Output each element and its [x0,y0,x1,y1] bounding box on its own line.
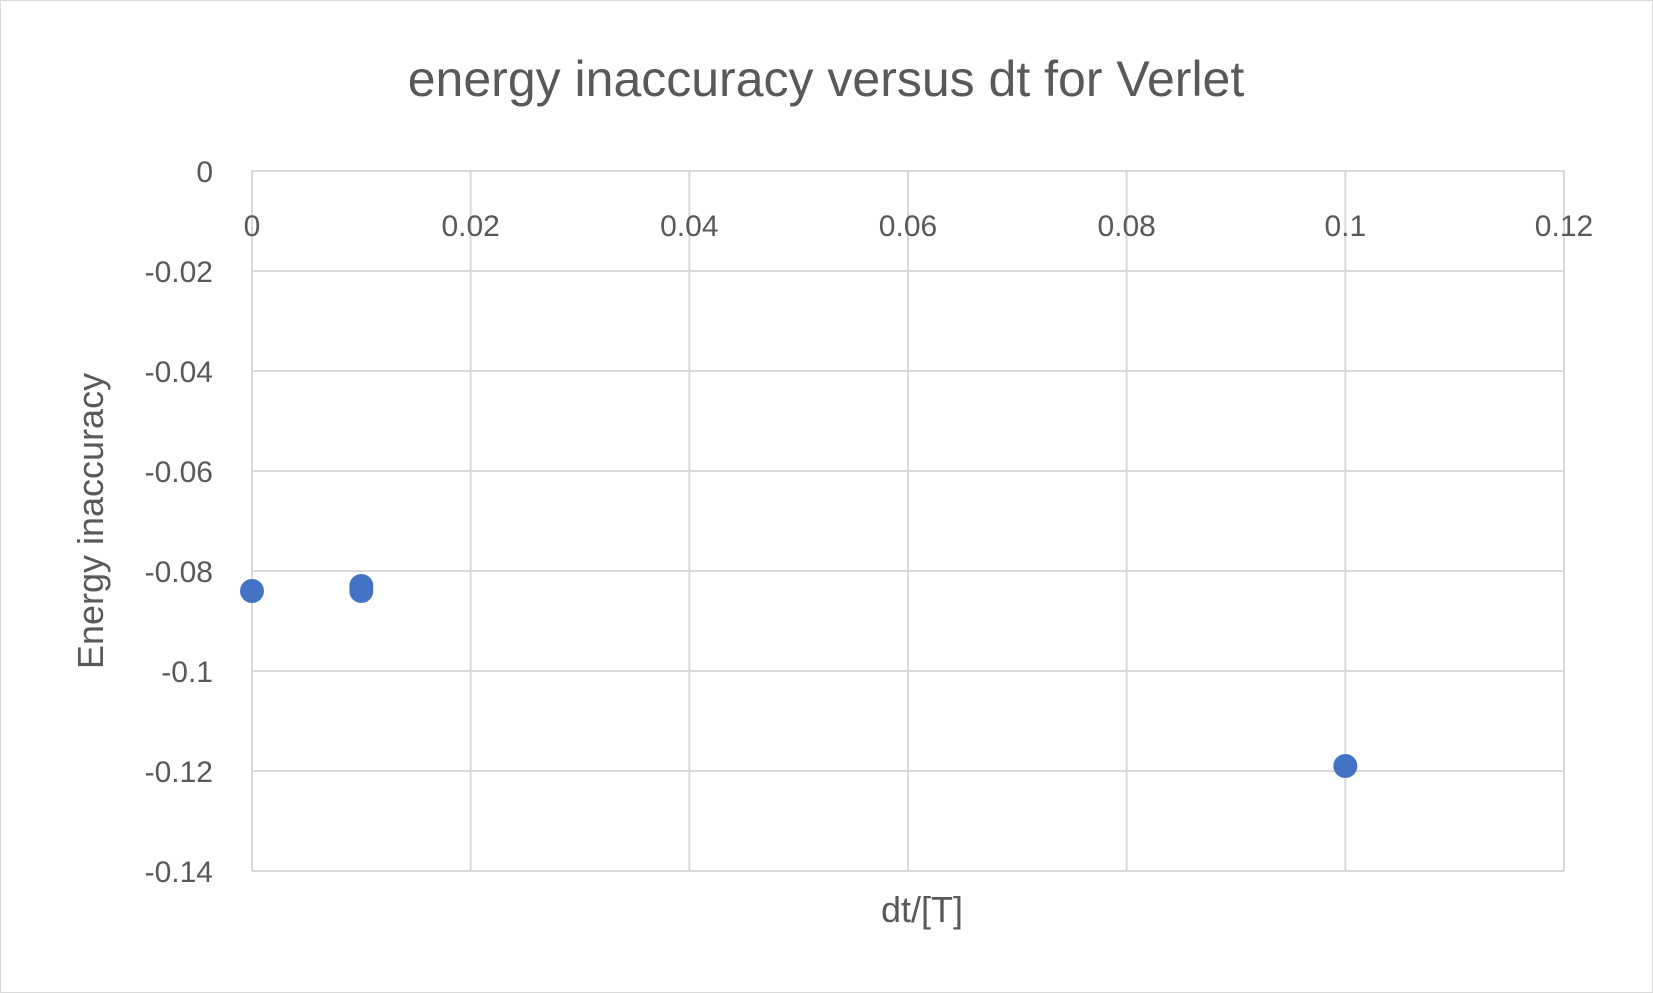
y-tick-label: -0.14 [145,856,213,889]
data-points [240,574,1358,778]
x-tick-label: 0.12 [1535,210,1593,243]
x-axis-title: dt/[T] [881,889,963,930]
y-tick-label: -0.1 [161,656,213,689]
x-axis-ticks: 0 0.02 0.04 0.06 0.08 0.1 0.12 [244,210,1594,243]
gridlines [251,170,1565,872]
x-tick-label: 0 [244,210,261,243]
x-tick-label: 0.06 [879,210,937,243]
y-tick-label: -0.12 [145,756,213,789]
data-point [1333,754,1358,778]
x-tick-label: 0.08 [1097,210,1155,243]
x-tick-label: 0.1 [1324,210,1366,243]
data-point [349,579,374,603]
chart-title: energy inaccuracy versus dt for Verlet [408,51,1245,107]
x-tick-label: 0.02 [441,210,499,243]
x-tick-label: 0.04 [660,210,718,243]
y-axis-ticks: 0 -0.02 -0.04 -0.06 -0.08 -0.1 -0.12 -0.14 [145,156,213,889]
y-tick-label: -0.02 [145,256,213,289]
y-tick-label: -0.06 [145,456,213,489]
y-axis-title: Energy inaccuracy [70,373,111,669]
y-tick-label: 0 [196,156,213,189]
y-tick-label: -0.08 [145,556,213,589]
y-tick-label: -0.04 [145,356,213,389]
data-point [240,579,264,603]
